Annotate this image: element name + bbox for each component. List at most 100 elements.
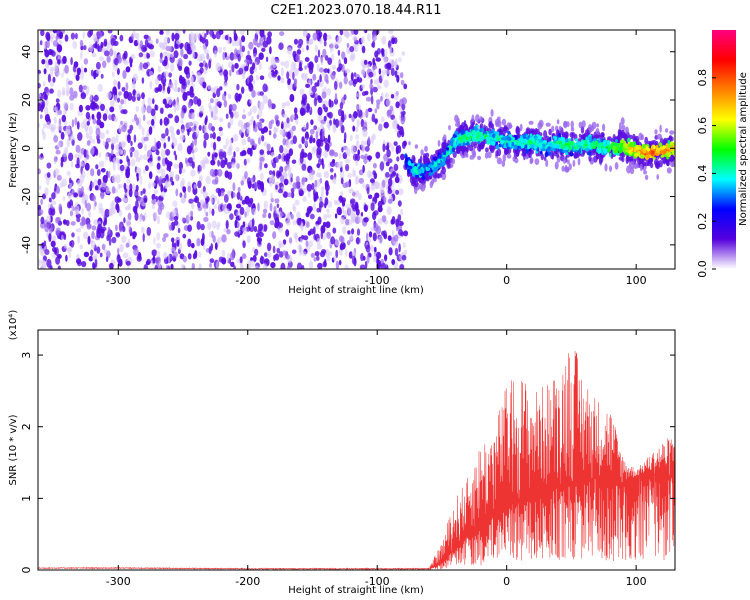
spectrogram-cell	[386, 206, 392, 216]
spectrogram-cell	[361, 83, 365, 90]
spectrogram-cell	[182, 233, 187, 239]
spectrogram-cell	[397, 125, 401, 131]
spectrogram-cell	[323, 213, 328, 221]
spectrogram-cell	[241, 35, 246, 43]
spectrogram-cell	[163, 251, 168, 260]
spectrogram-cell	[118, 209, 123, 217]
spectrogram-cell	[179, 74, 183, 84]
spectrogram-cell	[573, 142, 577, 147]
spectrogram-cell	[275, 184, 278, 190]
spectrogram-cell	[568, 163, 572, 171]
spectrogram-cell	[139, 175, 143, 185]
spectrogram-cell	[251, 207, 257, 216]
spectrogram-cell	[57, 124, 63, 131]
spectrogram-cell	[275, 58, 280, 63]
spectrogram-cell	[380, 262, 387, 269]
spectrogram-cell	[202, 43, 206, 51]
spectrogram-cell	[70, 221, 76, 226]
spectrogram-cell	[551, 152, 555, 160]
spectrogram-cell	[90, 240, 96, 249]
spectrogram-cell	[247, 147, 252, 155]
spectrogram-cell	[594, 140, 599, 147]
spectrogram-cell	[234, 48, 238, 56]
spectrogram-cell	[411, 154, 416, 162]
spectrogram-cell	[577, 158, 581, 166]
spectrogram-cell	[69, 94, 75, 101]
spectrogram-cell	[346, 42, 350, 48]
spectrogram-cell	[143, 34, 149, 40]
spectrogram-cell	[240, 180, 245, 186]
spectrogram-cell	[78, 188, 82, 196]
spectrogram-cell	[400, 153, 405, 161]
spectrogram-cell	[99, 132, 105, 140]
spectrogram-cell	[85, 105, 91, 111]
spectrogram-cell	[130, 151, 133, 158]
spectrogram-cell	[164, 180, 169, 190]
spectrogram-cell	[177, 143, 183, 152]
spectrogram-cell	[479, 116, 483, 123]
spectrogram-cell	[182, 30, 186, 34]
spectrogram-cell	[642, 148, 646, 154]
spectrogram-cell	[400, 79, 405, 86]
spectrogram-cell	[336, 35, 342, 44]
spectrogram-cell	[209, 263, 212, 268]
spectrogram-cell	[132, 30, 136, 39]
spectrogram-cell	[109, 262, 114, 269]
spectrogram-cell	[210, 87, 215, 93]
spectrogram-cell	[385, 161, 390, 167]
spectrogram-cell	[105, 256, 109, 263]
spectrogram-cell	[100, 41, 104, 49]
spectrogram-cell	[334, 213, 338, 219]
spectrogram-cell	[433, 161, 438, 168]
spectrogram-cell	[63, 243, 68, 249]
spectrogram-cell	[209, 258, 215, 264]
spectrogram-cell	[55, 185, 60, 194]
spectrogram-cell	[301, 136, 305, 145]
spectrogram-cell	[126, 134, 131, 143]
spectrogram-cell	[55, 98, 60, 103]
spectrogram-cell	[380, 95, 383, 102]
spectrogram-cell	[309, 228, 315, 235]
spectrogram-cell	[259, 40, 263, 50]
spectrogram-cell	[231, 39, 235, 47]
spectrogram-cell	[158, 262, 162, 269]
spectrogram-cell	[165, 127, 169, 137]
spectrogram-cell	[405, 155, 408, 160]
spectrogram-cell	[344, 68, 350, 74]
spectrogram-cell	[378, 123, 383, 132]
spectrogram-cell	[222, 82, 229, 88]
spectrogram-cell	[206, 53, 210, 60]
spectrogram-cell	[437, 140, 441, 147]
spectrogram-cell	[93, 219, 99, 226]
spectrogram-cell	[353, 170, 357, 177]
spectrogram-cell	[530, 143, 535, 149]
spectrogram-cell	[368, 231, 373, 238]
spectrogram-cell	[92, 138, 95, 145]
spectrogram-cell	[128, 226, 132, 234]
spectrogram-cell	[308, 90, 314, 96]
spectrogram-cell	[340, 236, 345, 244]
spectrogram-cell	[426, 163, 429, 168]
spectrogram-cell	[362, 183, 366, 188]
spectrogram-cell	[66, 170, 71, 176]
spectrogram-cell	[190, 44, 197, 52]
spectrogram-cell	[320, 230, 323, 240]
spectrogram-cell	[256, 42, 261, 48]
x-tick-label: 0	[503, 575, 510, 588]
spectrogram-cell	[71, 119, 75, 128]
spectrogram-cell	[106, 234, 110, 242]
spectrogram-cell	[561, 144, 565, 148]
spectrogram-cell	[186, 145, 192, 155]
spectrogram-cell	[93, 264, 96, 269]
spectrogram-cell	[310, 119, 314, 126]
colorbar-label: Normalized spectral amplitude	[738, 72, 749, 226]
spectrogram-cell	[85, 111, 91, 120]
spectrogram-cell	[391, 216, 396, 225]
spectrogram-cell	[263, 224, 268, 232]
spectrogram-cell	[635, 138, 640, 145]
spectrogram-cell	[620, 117, 625, 125]
spectrogram-cell	[182, 91, 188, 101]
spectrogram-cell	[56, 142, 61, 148]
